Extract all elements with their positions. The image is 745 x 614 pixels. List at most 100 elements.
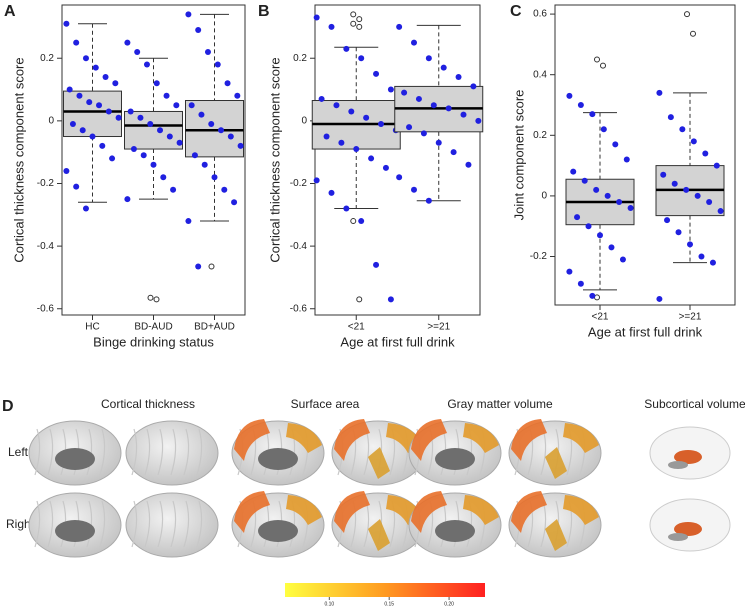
point — [475, 117, 482, 124]
point — [455, 74, 462, 81]
point — [387, 86, 394, 93]
plot-frame — [554, 4, 736, 306]
panel-d: D Cortical thickness Surface area Gray m… — [2, 397, 745, 607]
point — [656, 295, 663, 302]
outlier — [350, 11, 357, 18]
effect-patch — [368, 519, 390, 551]
point — [435, 139, 442, 146]
gyrus — [99, 428, 106, 476]
point — [358, 55, 365, 62]
point — [411, 39, 417, 46]
point — [214, 61, 221, 68]
point — [570, 168, 577, 175]
column-label: Gray matter volume — [447, 397, 553, 411]
effect-patch — [286, 423, 322, 453]
point — [623, 156, 630, 163]
point — [221, 186, 228, 193]
chart: A -0.6 -0.4 -0.2 0 0.2 Cortical thickness comp… — [4, 3, 246, 349]
outlier — [147, 294, 154, 301]
effect-patch — [368, 447, 390, 479]
point — [313, 177, 320, 184]
gyrus — [86, 428, 93, 476]
point — [396, 174, 403, 181]
point — [667, 114, 674, 121]
point — [577, 280, 584, 287]
point — [204, 48, 211, 55]
point — [589, 111, 596, 118]
point — [690, 138, 697, 145]
y-tick-label: 0.2 — [533, 130, 547, 141]
gyrus — [34, 500, 41, 548]
effect-patch — [545, 447, 567, 479]
point — [338, 139, 345, 146]
column-label: Cortical thickness — [101, 397, 195, 411]
effect-patch — [286, 495, 322, 525]
y-tick-label: -0.6 — [290, 303, 308, 314]
outlier — [350, 218, 357, 225]
point — [406, 124, 413, 131]
medial-wall — [55, 448, 95, 470]
point — [124, 39, 131, 46]
brain — [125, 492, 219, 558]
point — [188, 102, 195, 109]
point — [224, 80, 231, 87]
point — [698, 253, 705, 260]
gyrus — [183, 500, 190, 548]
y-tick-label: 0.6 — [533, 9, 547, 20]
brain-images — [28, 419, 731, 558]
point — [425, 55, 432, 62]
point — [99, 142, 106, 149]
point — [577, 102, 584, 108]
point — [92, 64, 99, 71]
point — [323, 133, 330, 140]
point — [608, 244, 615, 251]
effect-patch — [463, 423, 499, 453]
point — [76, 92, 83, 99]
point — [368, 155, 375, 162]
point — [581, 177, 588, 184]
outlier — [600, 62, 606, 69]
x-axis-label: Age at first full drink — [340, 334, 455, 349]
gyrus — [99, 500, 106, 548]
point — [660, 171, 667, 178]
point — [201, 161, 208, 168]
column-label: Subcortical volume — [644, 397, 745, 411]
point — [150, 161, 157, 168]
box — [185, 100, 244, 158]
y-tick-label: 0 — [48, 115, 54, 126]
point — [89, 133, 96, 140]
point — [702, 150, 709, 157]
outlier — [208, 263, 215, 270]
point — [401, 89, 408, 96]
point — [63, 20, 70, 27]
y-tick-label: -0.4 — [290, 241, 308, 252]
outlier — [153, 296, 160, 303]
y-tick-label: -0.2 — [37, 178, 55, 189]
point — [153, 80, 160, 87]
y-tick-label: 0 — [541, 191, 547, 202]
point — [671, 180, 678, 187]
brain — [125, 420, 219, 486]
point — [566, 268, 573, 275]
point — [82, 205, 89, 212]
gyrus — [196, 500, 203, 548]
gyrus — [131, 428, 138, 476]
point — [105, 108, 112, 115]
point — [115, 114, 122, 121]
effect-patch — [334, 419, 370, 461]
point — [160, 174, 167, 181]
gyrus — [144, 428, 151, 476]
x-tick-label: HC — [85, 322, 99, 333]
point — [627, 205, 634, 212]
point — [683, 186, 690, 193]
y-tick-label: -0.2 — [290, 178, 308, 189]
point — [234, 92, 241, 99]
row-label: Left — [8, 445, 29, 459]
point — [73, 183, 80, 190]
point — [396, 23, 403, 30]
point — [687, 241, 693, 248]
point — [387, 296, 394, 303]
point — [465, 161, 472, 168]
point — [143, 61, 150, 68]
